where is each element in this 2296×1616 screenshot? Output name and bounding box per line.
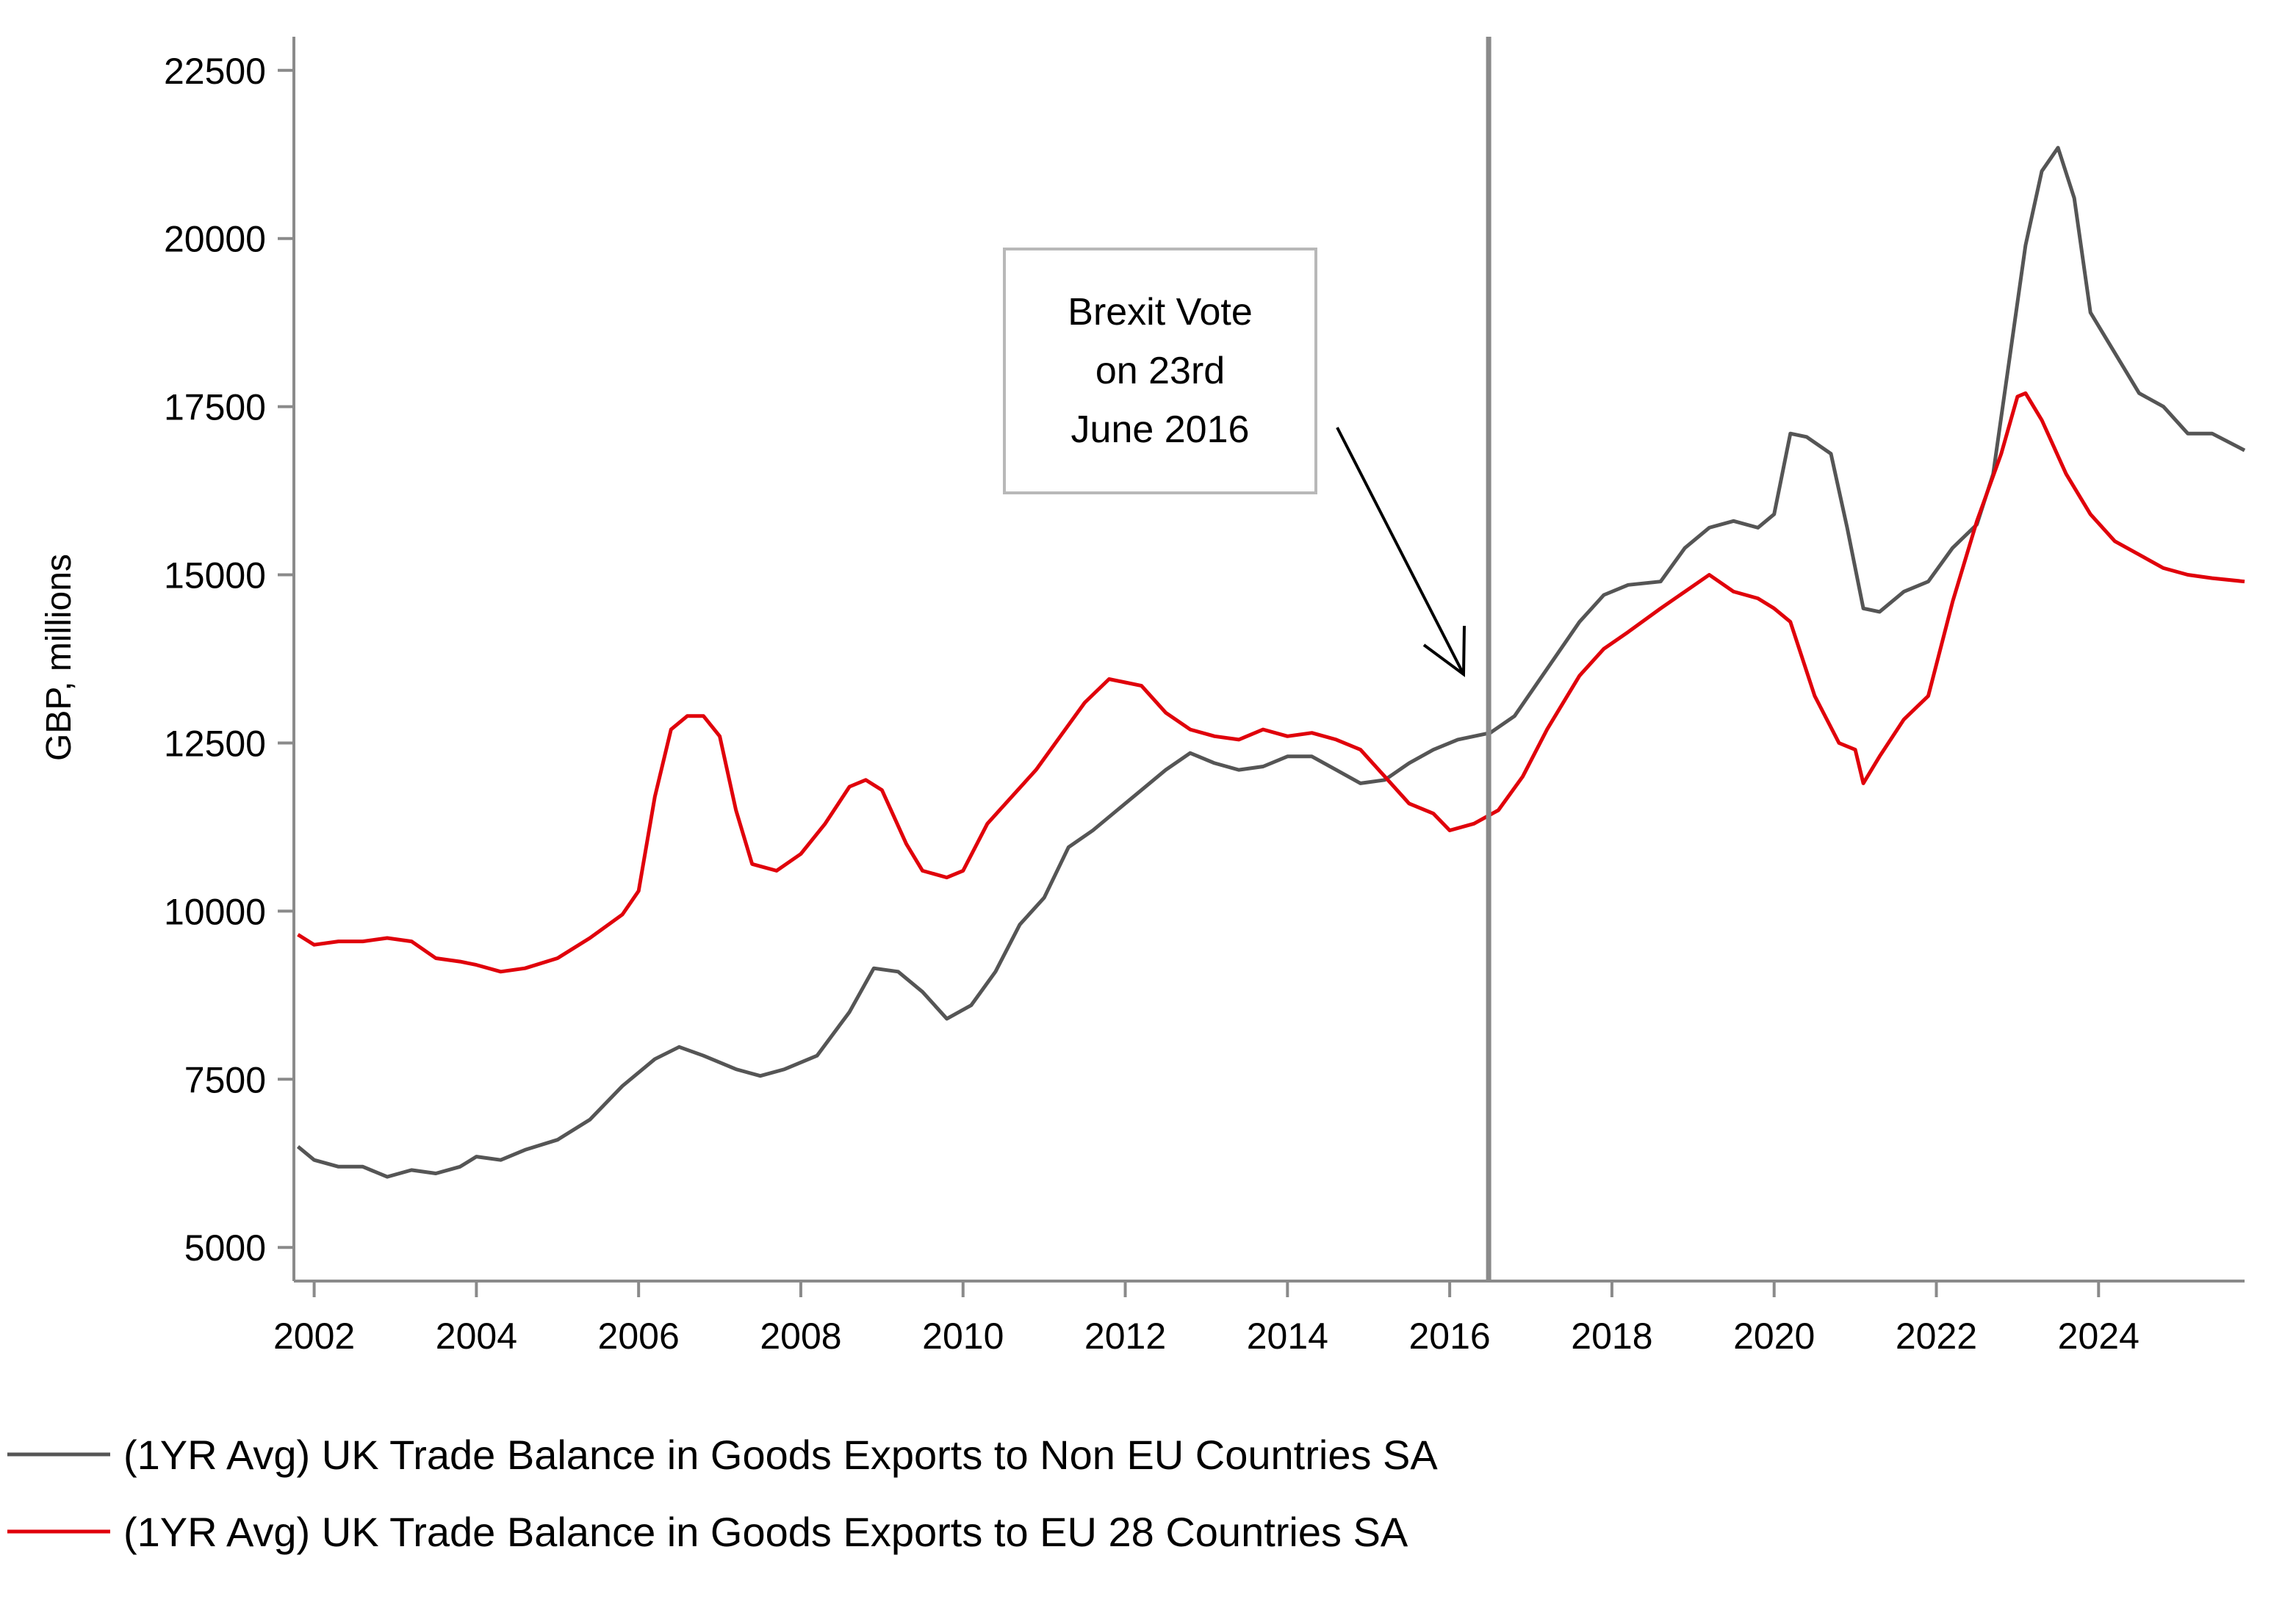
y-tick-label: 10000: [164, 891, 266, 932]
x-tick-label: 2014: [1247, 1316, 1328, 1357]
annotation-line-1: Brexit Vote: [1068, 291, 1252, 333]
y-tick-label: 12500: [164, 723, 266, 764]
y-axis-title: GBP, millions: [40, 554, 79, 761]
series-group: [296, 145, 2246, 1179]
annotation-arrowhead: [1422, 625, 1466, 677]
x-tick-label: 2016: [1409, 1316, 1491, 1357]
y-tick-label: 20000: [164, 219, 266, 260]
ticks: 5000 7500 10000 12500 15000 17500 20000 22500 20…: [164, 51, 2140, 1357]
annotation-line-3: June 2016: [1071, 408, 1250, 451]
annotation: Brexit Vote on 23rd June 2016: [1003, 248, 1466, 677]
y-tick-label: 15000: [164, 555, 266, 596]
x-tick-label: 2010: [922, 1316, 1004, 1357]
x-tick-label: 2002: [273, 1316, 355, 1357]
x-tick-label: 2024: [2058, 1316, 2140, 1357]
legend-label-non-eu: (1YR Avg) UK Trade Balance in Goods Expo…: [123, 1432, 1438, 1478]
legend: (1YR Avg) UK Trade Balance in Goods Expo…: [7, 1432, 1438, 1555]
x-tick-label: 2006: [598, 1316, 680, 1357]
x-tick-label: 2012: [1084, 1316, 1166, 1357]
series-line-eu28: [297, 391, 2245, 974]
legend-label-eu28: (1YR Avg) UK Trade Balance in Goods Expo…: [123, 1509, 1408, 1555]
annotation-box: [1003, 248, 1317, 494]
annotation-arrow: [1336, 427, 1465, 675]
series-line-non-eu: [296, 145, 2246, 1179]
y-tick-label: 17500: [164, 387, 266, 428]
y-tick-label: 22500: [164, 51, 266, 92]
y-tick-label: 5000: [184, 1227, 266, 1269]
x-tick-label: 2008: [760, 1316, 841, 1357]
y-tick-label: 7500: [184, 1059, 266, 1100]
x-tick-label: 2018: [1571, 1316, 1652, 1357]
x-tick-label: 2020: [1733, 1316, 1815, 1357]
x-tick-label: 2022: [1896, 1316, 1977, 1357]
axes: [292, 37, 2245, 1283]
annotation-line-2: on 23rd: [1095, 350, 1225, 392]
x-tick-label: 2004: [436, 1316, 517, 1357]
